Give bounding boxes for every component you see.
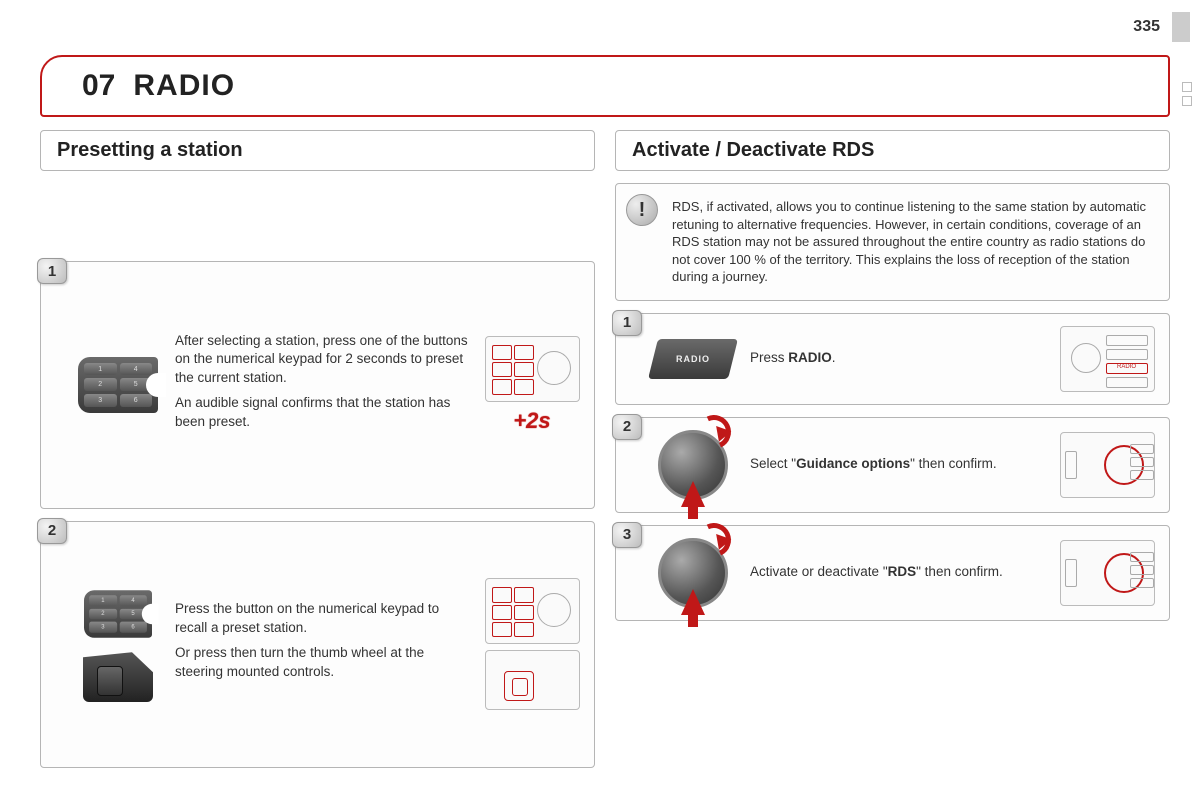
console-radio-diagram: RADIO (1060, 326, 1155, 392)
step-diagram (1057, 432, 1157, 498)
step-text-line: After selecting a station, press one of … (175, 332, 470, 389)
console-keypad-diagram (485, 336, 580, 402)
step-number: 1 (37, 258, 67, 284)
dial-icon (648, 538, 738, 608)
page-number: 335 (1133, 18, 1160, 36)
step-diagram (482, 578, 582, 710)
chapter-title-bar: 07 RADIO (40, 55, 1170, 117)
right-step-3: 3 Activate or deactivate "RDS" then conf… (615, 525, 1170, 621)
step-text: Activate or deactivate "RDS" then confir… (750, 563, 1045, 582)
right-step-2: 2 Select "Guidance options" then confirm… (615, 417, 1170, 513)
chapter-number: 07 (82, 69, 115, 103)
text-span: Select " (750, 456, 796, 471)
text-span: " then confirm. (910, 456, 997, 471)
text-bold: RDS (888, 564, 917, 579)
steering-diagram (485, 650, 580, 710)
console-dial-diagram (1060, 432, 1155, 498)
info-icon: ! (626, 194, 658, 226)
right-heading: Activate / Deactivate RDS (615, 130, 1170, 171)
dial-icon (648, 430, 738, 500)
step-text-line: Or press then turn the thumb wheel at th… (175, 644, 470, 682)
left-step-2: 2 142536 Press the button on the numeric… (40, 521, 595, 769)
corner-decoration (1172, 12, 1190, 42)
step-diagram: RADIO (1057, 326, 1157, 392)
text-bold: Guidance options (796, 456, 910, 471)
thumb-wheel-icon (83, 652, 153, 702)
step-text: Press RADIO. (750, 349, 1045, 368)
text-span: Activate or deactivate " (750, 564, 888, 579)
left-column: Presetting a station 1 142536 After sele… (40, 130, 595, 780)
chapter-title: RADIO (133, 69, 235, 103)
step-text: Select "Guidance options" then confirm. (750, 455, 1045, 474)
step-text-line: Press the button on the numerical keypad… (175, 600, 470, 638)
controls-icon: 142536 (73, 586, 163, 702)
right-column: Activate / Deactivate RDS ! RDS, if acti… (615, 130, 1170, 780)
step-text: After selecting a station, press one of … (175, 332, 470, 438)
step-number: 2 (612, 414, 642, 440)
info-text: RDS, if activated, allows you to continu… (672, 198, 1153, 286)
step-number: 3 (612, 522, 642, 548)
step-number: 2 (37, 518, 67, 544)
radio-button-icon: RADIO (648, 339, 738, 379)
keypad-icon: 142536 (73, 357, 163, 413)
text-span: Press (750, 350, 788, 365)
right-step-1: 1 RADIO Press RADIO. RADIO (615, 313, 1170, 405)
left-step-1: 1 142536 After selecting a station, pres… (40, 261, 595, 509)
left-heading: Presetting a station (40, 130, 595, 171)
text-span: . (832, 350, 836, 365)
step-text: Press the button on the numerical keypad… (175, 600, 470, 688)
step-diagram (1057, 540, 1157, 606)
content-columns: Presetting a station 1 142536 After sele… (40, 130, 1170, 780)
text-span: " then confirm. (916, 564, 1003, 579)
step-text-line: An audible signal confirms that the stat… (175, 394, 470, 432)
hold-duration-label: +2s (513, 408, 550, 434)
step-diagram: +2s (482, 336, 582, 434)
console-keypad-diagram (485, 578, 580, 644)
radio-button-label: RADIO (676, 354, 710, 364)
console-dial-diagram (1060, 540, 1155, 606)
step-number: 1 (612, 310, 642, 336)
text-bold: RADIO (788, 350, 832, 365)
rds-info-box: ! RDS, if activated, allows you to conti… (615, 183, 1170, 301)
side-tabs (1182, 82, 1192, 110)
